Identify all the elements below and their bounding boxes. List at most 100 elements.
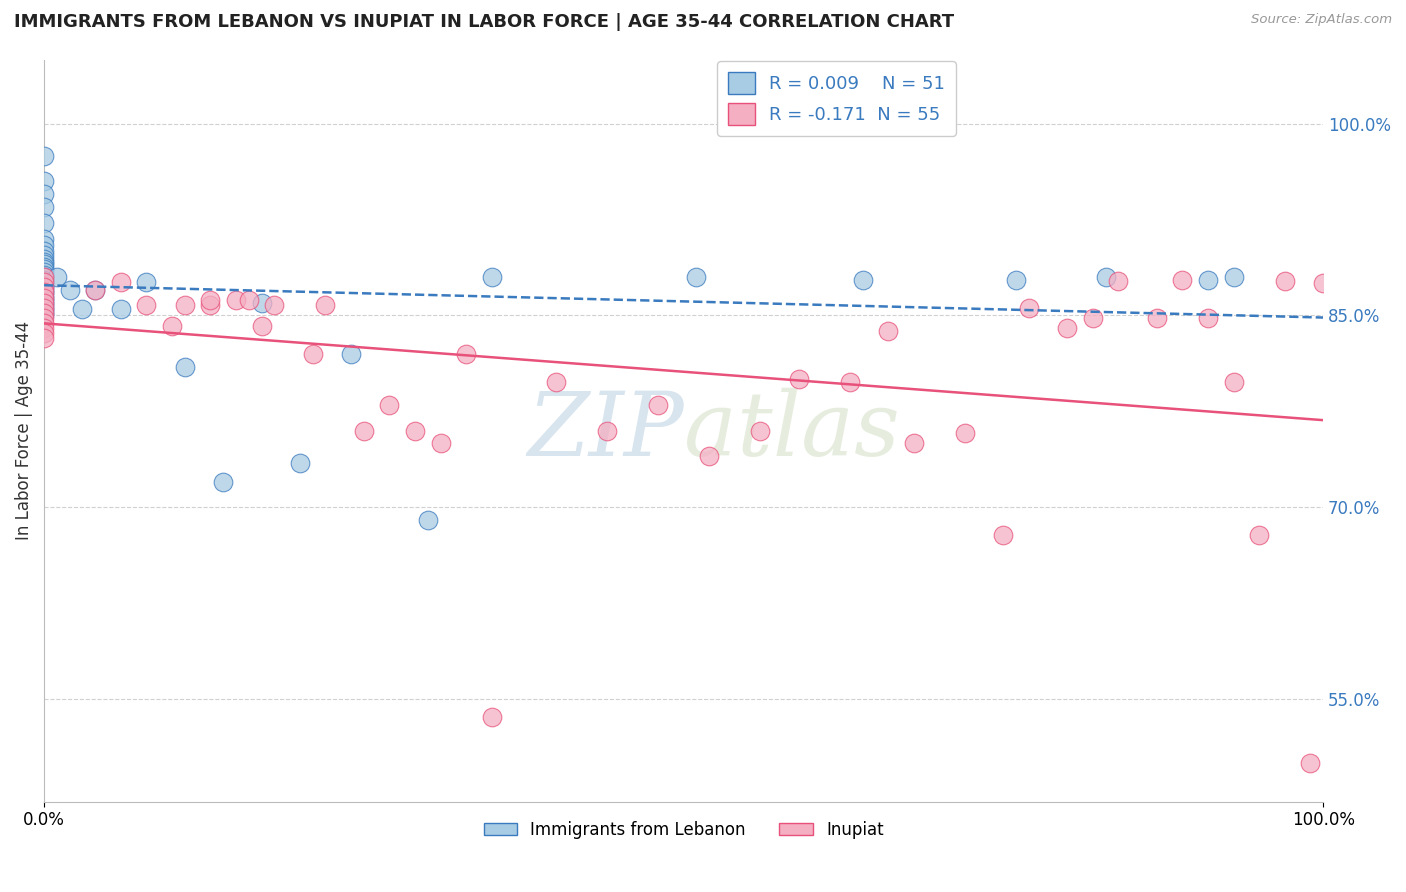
Point: [378, 398, 401, 412]
Point: [1249, 528, 1271, 542]
Point: [404, 424, 426, 438]
Point: [1299, 756, 1322, 771]
Point: [1018, 301, 1040, 315]
Point: [32, 280, 55, 294]
Point: [877, 324, 900, 338]
Point: [32, 174, 55, 188]
Point: [45, 270, 67, 285]
Point: [32, 301, 55, 315]
Point: [32, 244, 55, 259]
Point: [32, 283, 55, 297]
Point: [1197, 272, 1219, 286]
Point: [32, 232, 55, 246]
Point: [32, 331, 55, 345]
Point: [32, 257, 55, 271]
Point: [1108, 274, 1130, 288]
Point: [32, 260, 55, 274]
Point: [288, 456, 311, 470]
Point: [250, 318, 273, 333]
Point: [596, 424, 619, 438]
Point: [32, 270, 55, 285]
Point: [32, 306, 55, 320]
Point: [32, 293, 55, 307]
Point: [32, 288, 55, 302]
Point: [110, 275, 132, 289]
Point: [852, 272, 875, 286]
Point: [340, 347, 363, 361]
Text: IMMIGRANTS FROM LEBANON VS INUPIAT IN LABOR FORCE | AGE 35-44 CORRELATION CHART: IMMIGRANTS FROM LEBANON VS INUPIAT IN LA…: [14, 13, 955, 31]
Point: [173, 298, 195, 312]
Point: [32, 200, 55, 214]
Point: [32, 270, 55, 285]
Point: [32, 265, 55, 279]
Point: [160, 318, 183, 333]
Point: [647, 398, 669, 412]
Point: [481, 710, 503, 724]
Point: [301, 347, 323, 361]
Point: [238, 293, 260, 307]
Point: [697, 449, 720, 463]
Text: Source: ZipAtlas.com: Source: ZipAtlas.com: [1251, 13, 1392, 27]
Point: [32, 254, 55, 268]
Point: [993, 528, 1015, 542]
Point: [32, 280, 55, 294]
Point: [787, 372, 810, 386]
Point: [32, 252, 55, 267]
Point: [903, 436, 925, 450]
Point: [1274, 274, 1296, 288]
Point: [32, 309, 55, 323]
Point: [212, 475, 235, 489]
Point: [32, 316, 55, 330]
Point: [32, 272, 55, 286]
Point: [1222, 375, 1244, 389]
Point: [32, 148, 55, 162]
Y-axis label: In Labor Force | Age 35-44: In Labor Force | Age 35-44: [15, 321, 32, 541]
Point: [32, 301, 55, 315]
Point: [32, 298, 55, 312]
Text: atlas: atlas: [683, 387, 900, 474]
Point: [1056, 321, 1078, 335]
Point: [173, 359, 195, 374]
Point: [263, 298, 285, 312]
Point: [456, 347, 478, 361]
Point: [953, 426, 976, 441]
Point: [32, 285, 55, 300]
Point: [135, 298, 157, 312]
Point: [429, 436, 451, 450]
Point: [1005, 272, 1028, 286]
Point: [1197, 311, 1219, 326]
Point: [1146, 311, 1168, 326]
Point: [416, 513, 439, 527]
Point: [59, 283, 82, 297]
Point: [32, 285, 55, 300]
Point: [225, 293, 247, 307]
Point: [200, 293, 222, 307]
Point: [200, 298, 222, 312]
Point: [32, 248, 55, 262]
Point: [32, 262, 55, 277]
Point: [32, 275, 55, 289]
Point: [749, 424, 772, 438]
Point: [32, 291, 55, 305]
Point: [315, 298, 337, 312]
Point: [32, 238, 55, 252]
Point: [32, 277, 55, 292]
Point: [32, 291, 55, 305]
Point: [84, 283, 107, 297]
Point: [32, 311, 55, 326]
Point: [32, 321, 55, 335]
Point: [250, 295, 273, 310]
Point: [32, 216, 55, 230]
Point: [32, 295, 55, 310]
Point: [32, 275, 55, 289]
Point: [110, 301, 132, 316]
Point: [838, 375, 860, 389]
Point: [685, 270, 707, 285]
Point: [32, 186, 55, 201]
Point: [32, 306, 55, 320]
Point: [1094, 270, 1116, 285]
Point: [544, 375, 567, 389]
Point: [72, 301, 94, 316]
Point: [1312, 277, 1334, 291]
Point: [84, 283, 107, 297]
